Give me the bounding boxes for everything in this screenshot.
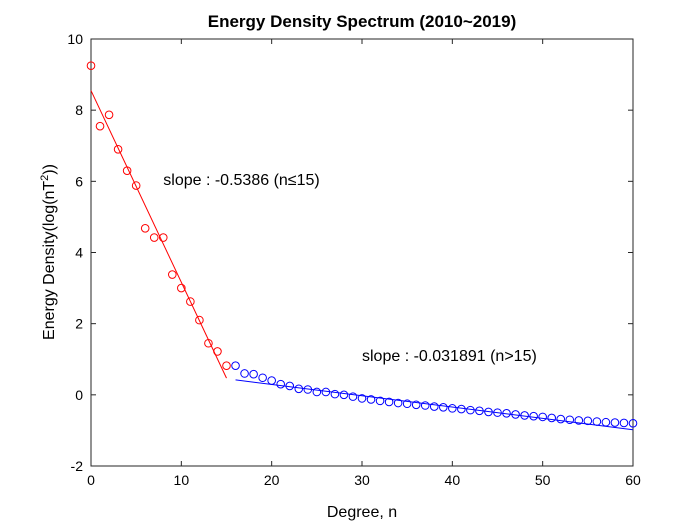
data-point bbox=[402, 399, 412, 409]
x-axis-label: Degree, n bbox=[327, 504, 397, 521]
data-point bbox=[429, 402, 439, 411]
data-point bbox=[592, 417, 602, 426]
x-tick-label: 20 bbox=[264, 472, 280, 488]
data-point bbox=[439, 402, 448, 412]
slope-annotation: slope : -0.5386 (n≤15) bbox=[163, 172, 319, 189]
y-axis-label-superscript: 2 bbox=[39, 175, 51, 181]
y-tick-label: 2 bbox=[75, 316, 83, 332]
annotations: slope : -0.5386 (n≤15) slope : -0.031891 … bbox=[163, 172, 537, 365]
data-point bbox=[131, 181, 141, 190]
data-point bbox=[565, 415, 575, 425]
data-point bbox=[502, 409, 511, 418]
x-tick-label: 0 bbox=[87, 472, 95, 488]
data-point bbox=[330, 389, 340, 399]
data-point bbox=[158, 233, 168, 242]
data-point bbox=[195, 315, 204, 325]
data-point bbox=[312, 387, 322, 397]
data-point bbox=[303, 385, 313, 394]
fit-line bbox=[90, 90, 227, 379]
data-point bbox=[601, 417, 611, 427]
y-tick-label: 8 bbox=[75, 102, 83, 118]
slope-annotation: slope : -0.031891 (n>15) bbox=[362, 348, 537, 365]
data-point bbox=[375, 396, 385, 406]
data-point bbox=[321, 387, 331, 397]
y-axis-label-close: )) bbox=[41, 164, 58, 175]
data-point bbox=[556, 414, 566, 424]
y-tick-label: 6 bbox=[75, 173, 83, 189]
chart-title: Energy Density Spectrum (2010~2019) bbox=[208, 12, 517, 31]
data-point bbox=[538, 412, 547, 422]
data-point bbox=[231, 361, 240, 370]
data-point bbox=[628, 419, 638, 428]
data-point bbox=[610, 418, 620, 427]
data-point bbox=[619, 418, 629, 428]
data-point bbox=[547, 413, 557, 423]
data-point bbox=[186, 297, 195, 306]
data-point bbox=[113, 145, 123, 154]
data-point bbox=[276, 379, 286, 389]
y-axis-label: Energy Density(log(nT2)) bbox=[39, 164, 58, 340]
data-point bbox=[86, 61, 96, 70]
data-point bbox=[484, 407, 493, 417]
data-point bbox=[466, 405, 475, 415]
y-tick-label: 0 bbox=[75, 387, 83, 403]
data-point bbox=[348, 392, 358, 401]
data-point bbox=[493, 408, 502, 417]
data-point bbox=[457, 404, 466, 414]
data-point bbox=[411, 400, 421, 410]
x-tick-label: 50 bbox=[535, 472, 551, 488]
data-point bbox=[104, 110, 114, 120]
data-point bbox=[357, 394, 367, 403]
data-point bbox=[339, 390, 349, 400]
data-point bbox=[149, 233, 159, 242]
data-point bbox=[95, 121, 105, 131]
data-point bbox=[574, 416, 584, 425]
data-point bbox=[520, 411, 529, 420]
y-tick-label: 10 bbox=[67, 31, 83, 47]
data-point bbox=[249, 369, 258, 379]
data-point bbox=[168, 270, 177, 279]
x-tick-label: 10 bbox=[174, 472, 190, 488]
data-point bbox=[285, 381, 295, 391]
y-tick-label: -2 bbox=[71, 458, 84, 474]
fit-line bbox=[235, 379, 634, 431]
data-point bbox=[583, 416, 593, 426]
data-point bbox=[140, 224, 150, 233]
data-point bbox=[294, 384, 304, 394]
data-point bbox=[529, 411, 538, 421]
data-point bbox=[240, 369, 249, 378]
data-point bbox=[384, 397, 394, 407]
y-tick-label: 4 bbox=[75, 245, 83, 261]
x-tick-label: 40 bbox=[445, 472, 461, 488]
data-point bbox=[511, 410, 520, 419]
data-point bbox=[258, 373, 267, 383]
data-point bbox=[475, 406, 484, 416]
data-point bbox=[366, 395, 376, 404]
data-point bbox=[204, 338, 213, 348]
data-point bbox=[393, 398, 403, 408]
x-tick-label: 60 bbox=[625, 472, 641, 488]
data-point bbox=[177, 283, 186, 293]
data-point bbox=[213, 347, 222, 356]
fit-lines bbox=[90, 90, 634, 431]
x-tick-label: 30 bbox=[354, 472, 370, 488]
y-axis-label-main: Energy Density(log(nT bbox=[41, 181, 58, 340]
data-point bbox=[448, 404, 457, 413]
data-points bbox=[86, 61, 638, 428]
data-point bbox=[420, 401, 430, 410]
data-point bbox=[222, 361, 231, 370]
data-point bbox=[267, 376, 276, 385]
data-point bbox=[122, 166, 132, 175]
